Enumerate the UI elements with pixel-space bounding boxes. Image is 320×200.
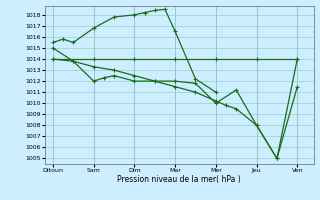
X-axis label: Pression niveau de la mer( hPa ): Pression niveau de la mer( hPa ) — [117, 175, 241, 184]
